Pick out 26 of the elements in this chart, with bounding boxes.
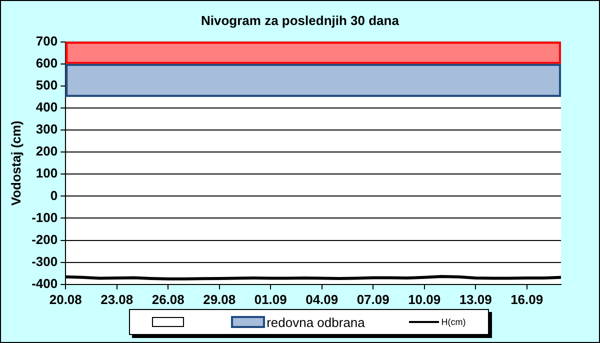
y-tick-label: 100: [36, 166, 58, 181]
x-tick-label: 20.08: [49, 292, 82, 307]
y-tick-label: -300: [32, 254, 58, 269]
legend-label: redovna odbrana: [266, 314, 365, 330]
y-tick-label: 400: [36, 100, 58, 115]
y-tick-label: 300: [36, 122, 58, 137]
x-tick-label: 04.09: [306, 292, 338, 307]
x-tick-label: 16.09: [510, 292, 544, 307]
y-axis-title: Vodostaj (cm): [8, 120, 24, 206]
x-tick-label: 10.09: [408, 292, 441, 307]
y-tick-label: -400: [32, 276, 58, 291]
y-tick-label: -200: [32, 232, 58, 247]
y-tick-label: 200: [36, 144, 58, 159]
legend-label: H(cm): [441, 317, 466, 327]
y-tick-label: 600: [36, 55, 58, 70]
x-tick-label: 07.09: [356, 292, 390, 307]
x-tick-label: 23.08: [100, 292, 134, 307]
x-tick-label: 01.09: [254, 292, 287, 307]
x-tick-label: 29.08: [203, 292, 236, 307]
chart-title: Nivogram za poslednjih 30 dana: [200, 13, 400, 28]
y-tick-label: 0: [50, 188, 58, 203]
y-tick-label: 500: [36, 77, 58, 92]
y-tick-label: -100: [32, 210, 58, 225]
x-tick-label: 13.09: [459, 292, 492, 307]
x-tick-label: 26.08: [152, 292, 184, 307]
y-tick-label: 700: [36, 33, 58, 48]
